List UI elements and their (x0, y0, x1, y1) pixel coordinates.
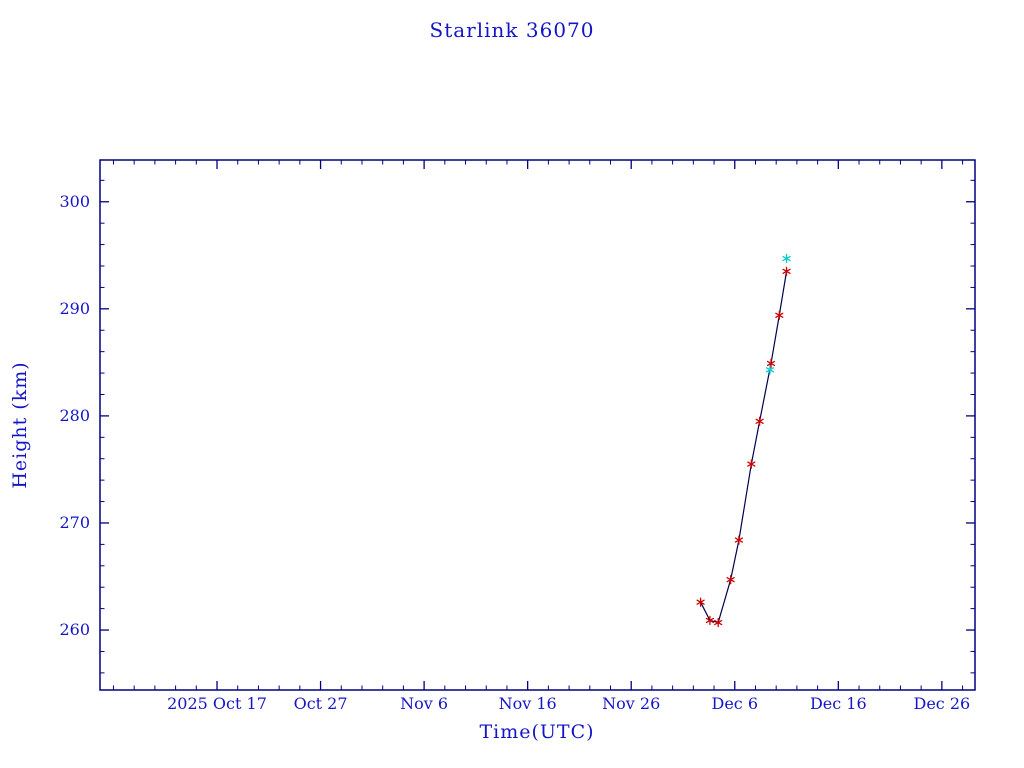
y-tick-label: 280 (59, 406, 90, 425)
data-point-observed-height (734, 537, 744, 543)
data-point-observed-height (714, 619, 723, 626)
x-tick-label: 2025 Oct 17 (167, 694, 267, 713)
data-point-observed-height (696, 599, 705, 605)
y-tick-label: 300 (59, 192, 90, 211)
y-tick-label: 270 (59, 513, 90, 532)
plot-frame (99, 159, 976, 691)
x-tick-label: Nov 16 (499, 694, 557, 713)
data-point-observed-height (747, 461, 756, 467)
x-tick-label: Nov 6 (400, 694, 448, 713)
data-point-predicted-height (765, 367, 775, 373)
data-point-observed-height (726, 577, 735, 583)
x-tick-label: Oct 27 (294, 694, 348, 713)
data-point-observed-height (775, 312, 784, 318)
x-tick-label: Dec 26 (914, 694, 971, 713)
data-line-observed-height (700, 271, 788, 624)
data-point-observed-height (766, 360, 776, 367)
data-point-predicted-height (782, 255, 791, 262)
data-point-observed-height (705, 617, 715, 624)
x-tick-label: Nov 26 (602, 694, 660, 713)
y-tick-label: 290 (59, 299, 90, 318)
data-point-observed-height (755, 418, 764, 424)
data-point-observed-height (782, 268, 791, 275)
y-tick-label: 260 (59, 620, 90, 639)
chart-title: Starlink 36070 (429, 18, 595, 42)
x-axis-label: Time(UTC) (479, 721, 595, 743)
x-tick-label: Dec 16 (810, 694, 867, 713)
x-tick-label: Dec 6 (711, 694, 758, 713)
